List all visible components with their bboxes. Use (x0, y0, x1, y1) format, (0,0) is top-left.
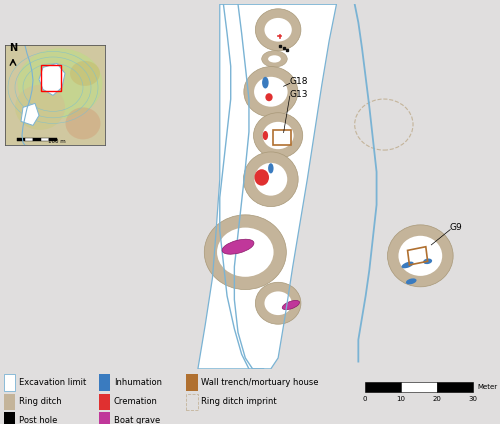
Bar (41, 138, 49, 141)
Text: G13: G13 (289, 90, 308, 99)
Ellipse shape (268, 55, 281, 63)
Bar (17, 138, 25, 141)
Text: G18: G18 (289, 78, 308, 86)
Ellipse shape (254, 77, 288, 107)
FancyBboxPatch shape (98, 374, 110, 391)
Text: 0: 0 (362, 396, 367, 402)
Polygon shape (198, 4, 336, 369)
Text: Cremation: Cremation (114, 397, 158, 407)
Ellipse shape (244, 67, 298, 117)
Ellipse shape (70, 61, 100, 86)
Ellipse shape (423, 259, 432, 264)
Ellipse shape (244, 152, 298, 206)
Ellipse shape (264, 18, 292, 42)
FancyBboxPatch shape (98, 413, 110, 424)
Text: Inhumation: Inhumation (114, 378, 162, 387)
Ellipse shape (15, 85, 65, 130)
Ellipse shape (262, 51, 287, 67)
Bar (437, 382, 473, 392)
Ellipse shape (388, 225, 453, 287)
Text: Post hole: Post hole (19, 416, 58, 424)
Text: Ring ditch imprint: Ring ditch imprint (202, 397, 277, 407)
Ellipse shape (18, 48, 102, 118)
Bar (364, 382, 401, 392)
Text: Excavation limit: Excavation limit (19, 378, 86, 387)
Bar (41, 65, 61, 92)
Ellipse shape (398, 236, 442, 276)
FancyBboxPatch shape (4, 374, 16, 391)
Text: 100 m: 100 m (48, 139, 66, 145)
Ellipse shape (256, 282, 301, 324)
Ellipse shape (254, 169, 269, 186)
Polygon shape (39, 64, 65, 95)
Ellipse shape (254, 113, 302, 158)
Bar (49, 138, 57, 141)
Ellipse shape (66, 107, 100, 139)
Ellipse shape (256, 9, 301, 51)
Bar (33, 138, 41, 141)
Text: 20: 20 (432, 396, 442, 402)
FancyBboxPatch shape (4, 393, 16, 410)
Text: N: N (9, 43, 17, 53)
Text: 30: 30 (469, 396, 478, 402)
Polygon shape (354, 4, 482, 369)
Polygon shape (21, 103, 39, 126)
FancyBboxPatch shape (98, 393, 110, 410)
Text: Ring ditch: Ring ditch (19, 397, 61, 407)
Ellipse shape (217, 228, 274, 277)
Ellipse shape (406, 279, 416, 285)
Ellipse shape (266, 93, 272, 101)
Ellipse shape (254, 163, 287, 196)
Ellipse shape (262, 122, 294, 149)
Ellipse shape (282, 301, 300, 310)
Text: Meter: Meter (478, 384, 498, 390)
Text: 10: 10 (396, 396, 405, 402)
Bar (25, 138, 33, 141)
Text: G9: G9 (450, 223, 462, 232)
Ellipse shape (262, 131, 268, 140)
Bar (401, 382, 437, 392)
Ellipse shape (402, 262, 413, 268)
Ellipse shape (222, 239, 254, 254)
FancyBboxPatch shape (4, 413, 16, 424)
Text: Wall trench/mortuary house: Wall trench/mortuary house (202, 378, 319, 387)
Ellipse shape (262, 77, 268, 89)
FancyBboxPatch shape (186, 374, 198, 391)
Ellipse shape (268, 163, 274, 173)
Ellipse shape (204, 215, 286, 290)
Text: Boat grave: Boat grave (114, 416, 160, 424)
Ellipse shape (264, 291, 292, 315)
